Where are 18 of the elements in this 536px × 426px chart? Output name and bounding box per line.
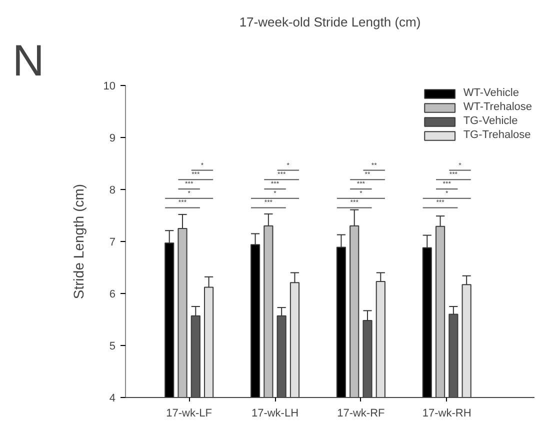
y-tick-label: 5 [109, 340, 116, 352]
y-tick-label: 10 [103, 80, 116, 92]
y-axis-title: Stride Length (cm) [70, 184, 86, 300]
chart-title: 17-week-old Stride Length (cm) [239, 14, 421, 30]
x-tick-label: 17-wk-LF [166, 408, 212, 420]
y-tick-label: 4 [109, 392, 116, 404]
x-tick-label: 17-wk-RF [337, 408, 386, 420]
x-tick-label: 17-wk-LH [251, 408, 299, 420]
legend-label: WT-Vehicle [463, 87, 519, 99]
y-tick-label: 9 [109, 132, 116, 144]
legend-label: WT-Trehalose [463, 101, 532, 113]
y-tick-label: 7 [109, 236, 116, 248]
legend-label: TG-Vehicle [463, 115, 518, 127]
y-tick-label: 6 [109, 288, 116, 300]
x-tick-label: 17-wk-RH [422, 408, 472, 420]
text: N [12, 36, 44, 86]
y-tick-label: 8 [109, 184, 116, 196]
legend-label: TG-Trehalose [463, 129, 531, 141]
